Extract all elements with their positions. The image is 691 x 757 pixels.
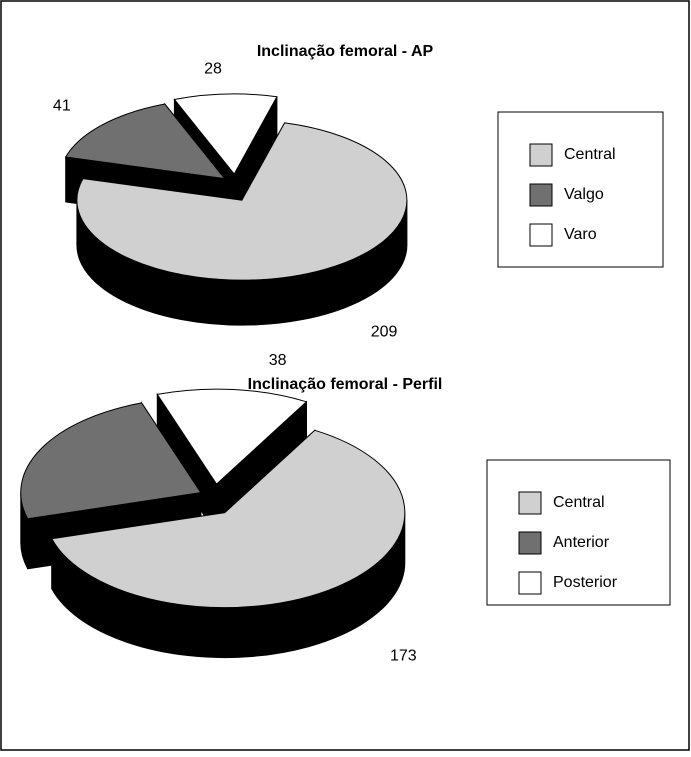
value-label: 173: [390, 647, 417, 664]
legend-swatch: [519, 532, 541, 554]
value-label: 41: [53, 98, 71, 115]
legend-swatch: [530, 144, 552, 166]
chart-title: Inclinação femoral - Perfil: [248, 376, 443, 393]
legend-swatch: [530, 184, 552, 206]
value-label: 38: [269, 352, 287, 369]
legend-label: Posterior: [553, 574, 618, 591]
legend-label: Valgo: [564, 186, 604, 203]
legend-label: Central: [564, 146, 616, 163]
value-label: 28: [204, 60, 222, 77]
chart-title: Inclinação femoral - AP: [257, 43, 434, 60]
legend-label: Varo: [564, 226, 597, 243]
legend-label: Central: [553, 494, 605, 511]
legend-label: Anterior: [553, 534, 610, 551]
legend-swatch: [519, 492, 541, 514]
legend-swatch: [530, 224, 552, 246]
value-label: 209: [371, 323, 398, 340]
legend-swatch: [519, 572, 541, 594]
